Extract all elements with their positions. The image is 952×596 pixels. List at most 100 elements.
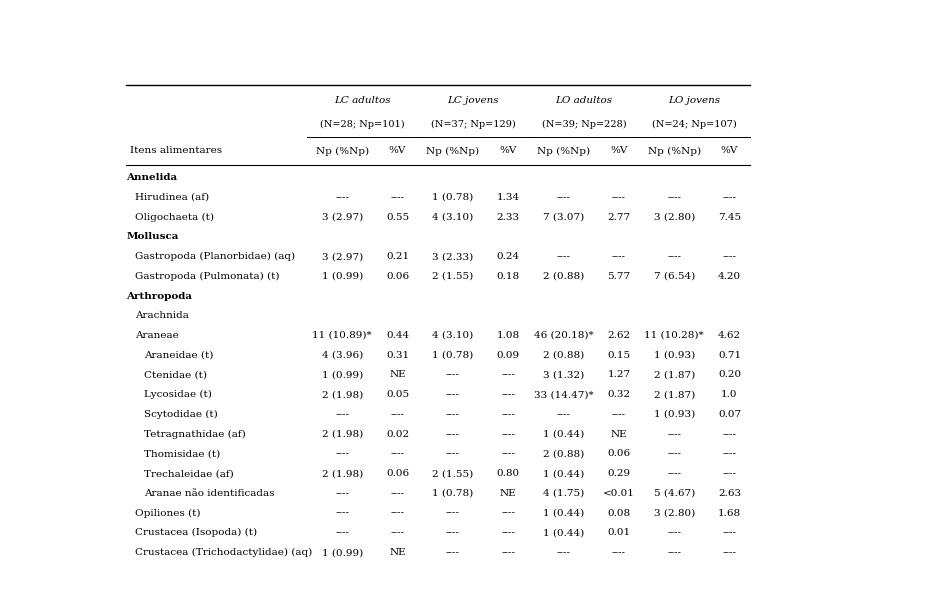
Text: ----: ----: [667, 193, 682, 202]
Text: 0.06: 0.06: [607, 449, 630, 458]
Text: 2.33: 2.33: [497, 213, 520, 222]
Text: ----: ----: [501, 390, 515, 399]
Text: 7.45: 7.45: [718, 213, 741, 222]
Text: ----: ----: [446, 449, 460, 458]
Text: 2.77: 2.77: [607, 213, 630, 222]
Text: Araneae: Araneae: [135, 331, 179, 340]
Text: 0.18: 0.18: [497, 272, 520, 281]
Text: ----: ----: [723, 469, 737, 478]
Text: NE: NE: [500, 489, 517, 498]
Text: 4 (1.75): 4 (1.75): [543, 489, 585, 498]
Text: Ctenidae (t): Ctenidae (t): [144, 371, 208, 380]
Text: 0.44: 0.44: [386, 331, 409, 340]
Text: ----: ----: [612, 252, 625, 261]
Text: ----: ----: [667, 430, 682, 439]
Text: (N=37; Np=129): (N=37; Np=129): [430, 120, 516, 129]
Text: 0.71: 0.71: [718, 351, 741, 360]
Text: LC adultos: LC adultos: [334, 97, 390, 105]
Text: 0.02: 0.02: [386, 430, 409, 439]
Text: 3 (2.97): 3 (2.97): [322, 252, 363, 261]
Text: 1.68: 1.68: [718, 508, 741, 517]
Text: ----: ----: [446, 508, 460, 517]
Text: 0.24: 0.24: [497, 252, 520, 261]
Text: LO jovens: LO jovens: [668, 97, 721, 105]
Text: 1 (0.93): 1 (0.93): [654, 410, 695, 419]
Text: ----: ----: [446, 410, 460, 419]
Text: 7 (6.54): 7 (6.54): [654, 272, 695, 281]
Text: ----: ----: [723, 430, 737, 439]
Text: 2.62: 2.62: [607, 331, 630, 340]
Text: ----: ----: [501, 371, 515, 380]
Text: 1.34: 1.34: [497, 193, 520, 202]
Text: 0.05: 0.05: [386, 390, 409, 399]
Text: <0.01: <0.01: [603, 489, 635, 498]
Text: 0.01: 0.01: [607, 528, 630, 538]
Text: 0.15: 0.15: [607, 351, 630, 360]
Text: ----: ----: [501, 430, 515, 439]
Text: 0.32: 0.32: [607, 390, 630, 399]
Text: NE: NE: [389, 371, 406, 380]
Text: ----: ----: [667, 449, 682, 458]
Text: 2 (1.98): 2 (1.98): [322, 469, 363, 478]
Text: 0.21: 0.21: [386, 252, 409, 261]
Text: ----: ----: [723, 548, 737, 557]
Text: ----: ----: [723, 528, 737, 538]
Text: ----: ----: [557, 252, 570, 261]
Text: ----: ----: [335, 528, 349, 538]
Text: ----: ----: [446, 371, 460, 380]
Text: Oligochaeta (t): Oligochaeta (t): [135, 213, 214, 222]
Text: 2 (0.88): 2 (0.88): [543, 351, 585, 360]
Text: ----: ----: [612, 193, 625, 202]
Text: 1 (0.44): 1 (0.44): [543, 508, 585, 517]
Text: %V: %V: [500, 147, 517, 156]
Text: 4.20: 4.20: [718, 272, 741, 281]
Text: Opiliones (t): Opiliones (t): [135, 508, 201, 518]
Text: 2.63: 2.63: [718, 489, 741, 498]
Text: Itens alimentares: Itens alimentares: [130, 147, 222, 156]
Text: %V: %V: [610, 147, 627, 156]
Text: 2 (1.87): 2 (1.87): [654, 390, 695, 399]
Text: ----: ----: [723, 449, 737, 458]
Text: 2 (1.55): 2 (1.55): [432, 469, 473, 478]
Text: Lycosidae (t): Lycosidae (t): [144, 390, 212, 399]
Text: 1 (0.99): 1 (0.99): [322, 548, 363, 557]
Text: ----: ----: [390, 489, 405, 498]
Text: 4 (3.10): 4 (3.10): [432, 213, 473, 222]
Text: 4.62: 4.62: [718, 331, 741, 340]
Text: Np (%Np): Np (%Np): [426, 147, 480, 156]
Text: NE: NE: [389, 548, 406, 557]
Text: ----: ----: [390, 449, 405, 458]
Text: ----: ----: [390, 528, 405, 538]
Text: ----: ----: [557, 410, 570, 419]
Text: 3 (2.80): 3 (2.80): [654, 508, 695, 517]
Text: 4 (3.96): 4 (3.96): [322, 351, 363, 360]
Text: 2 (0.88): 2 (0.88): [543, 272, 585, 281]
Text: Mollusca: Mollusca: [127, 232, 179, 241]
Text: 5 (4.67): 5 (4.67): [654, 489, 695, 498]
Text: 0.08: 0.08: [607, 508, 630, 517]
Text: Np (%Np): Np (%Np): [537, 147, 590, 156]
Text: ----: ----: [390, 508, 405, 517]
Text: ----: ----: [667, 528, 682, 538]
Text: 1.08: 1.08: [497, 331, 520, 340]
Text: ----: ----: [557, 193, 570, 202]
Text: ----: ----: [501, 528, 515, 538]
Text: 4 (3.10): 4 (3.10): [432, 331, 473, 340]
Text: 1.0: 1.0: [722, 390, 738, 399]
Text: Aranae não identificadas: Aranae não identificadas: [144, 489, 274, 498]
Text: NE: NE: [610, 430, 627, 439]
Text: 0.55: 0.55: [386, 213, 409, 222]
Text: Trechaleidae (af): Trechaleidae (af): [144, 469, 234, 478]
Text: ----: ----: [723, 252, 737, 261]
Text: ----: ----: [446, 528, 460, 538]
Text: ----: ----: [667, 469, 682, 478]
Text: ----: ----: [667, 252, 682, 261]
Text: 1 (0.99): 1 (0.99): [322, 272, 363, 281]
Text: ----: ----: [501, 449, 515, 458]
Text: Scytodidae (t): Scytodidae (t): [144, 410, 218, 419]
Text: ----: ----: [612, 410, 625, 419]
Text: 0.29: 0.29: [607, 469, 630, 478]
Text: Crustacea (Trichodactylidae) (aq): Crustacea (Trichodactylidae) (aq): [135, 548, 312, 557]
Text: 1.27: 1.27: [607, 371, 630, 380]
Text: ----: ----: [390, 193, 405, 202]
